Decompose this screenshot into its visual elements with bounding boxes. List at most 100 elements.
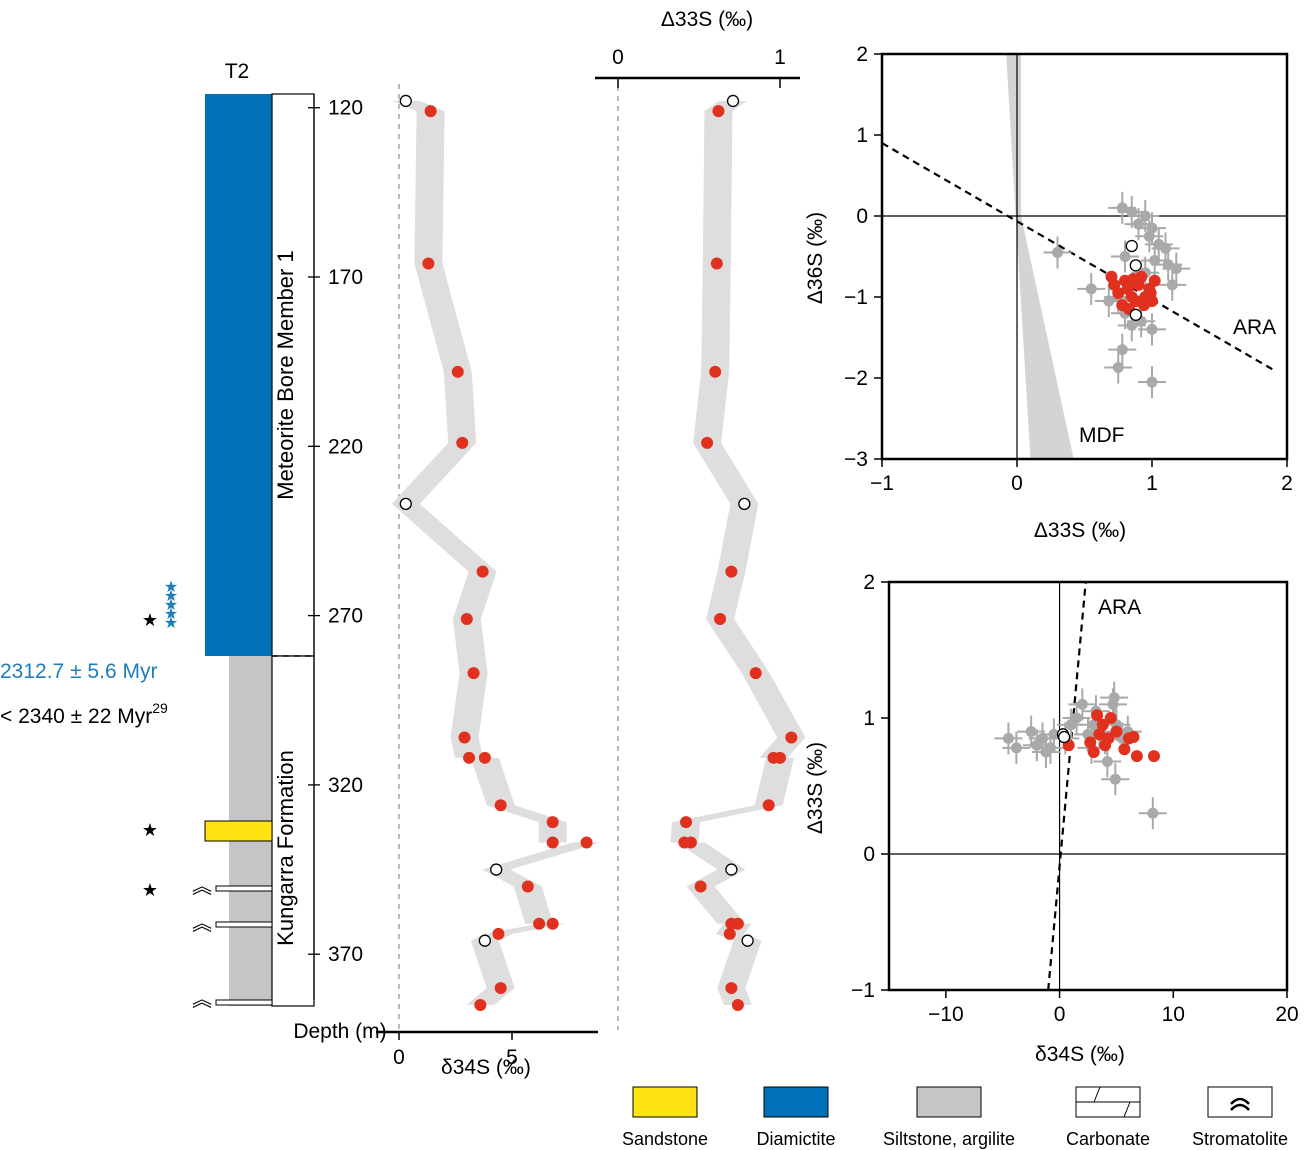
legend-swatch-diamictite — [763, 1086, 829, 1118]
data-point — [1129, 259, 1142, 272]
d34s-tick-label: 0 — [393, 1046, 405, 1069]
x-tick-label: −1 — [870, 472, 894, 495]
blue-star-icon: ★ — [164, 579, 178, 596]
plot-frame — [880, 52, 1289, 461]
blue-star-icon: ★ — [164, 597, 178, 614]
d34s-axis-label: δ34S (‰) — [441, 1056, 531, 1079]
data-point — [546, 836, 559, 849]
data-point — [694, 880, 707, 893]
data-point — [749, 667, 762, 680]
data-point — [774, 751, 786, 764]
depth-tick-label: 170 — [328, 266, 363, 289]
data-point — [1025, 726, 1037, 738]
data-point — [456, 436, 469, 449]
data-point — [785, 731, 798, 744]
plot2-x-label: δ34S (‰) — [1035, 1043, 1125, 1066]
data-point — [1110, 725, 1123, 738]
age-limit-text: < 2340 ± 22 Myr — [0, 705, 152, 728]
data-point — [467, 667, 480, 680]
data-point — [1116, 344, 1128, 356]
data-point — [1146, 376, 1158, 388]
data-point — [1071, 712, 1083, 724]
y-tick-label: 1 — [856, 124, 868, 147]
formation-label: Kungarra Formation — [273, 750, 298, 946]
depth-tick-label: 120 — [328, 97, 363, 120]
data-point — [680, 816, 693, 829]
data-point — [1076, 698, 1088, 710]
data-point — [1085, 283, 1097, 295]
data-point — [710, 257, 723, 270]
stromatolite-icon: ︽ — [192, 913, 212, 935]
data-point — [1112, 361, 1124, 373]
mdf-label: MDF — [1079, 424, 1125, 447]
data-point — [1126, 206, 1138, 218]
data-point — [725, 863, 738, 876]
stromatolite-icon: ︽ — [192, 876, 212, 898]
data-point — [1116, 202, 1128, 214]
data-point — [1139, 210, 1151, 222]
data-point — [492, 927, 505, 940]
data-point — [1084, 736, 1097, 749]
data-point — [546, 816, 559, 829]
data-point — [1040, 746, 1052, 758]
x-tick-label: −10 — [928, 1003, 964, 1026]
star-icon: ★ — [142, 880, 158, 900]
data-point — [684, 836, 697, 849]
data-point — [725, 982, 738, 995]
data-point — [451, 365, 464, 378]
uncertainty-envelope — [391, 100, 601, 1005]
x-tick-label: 10 — [1162, 1003, 1185, 1026]
data-point — [1118, 743, 1131, 756]
data-point — [580, 836, 593, 849]
y-tick-label: 1 — [863, 707, 875, 730]
data-point — [723, 927, 736, 940]
data-point — [1093, 728, 1106, 741]
data-point — [1133, 218, 1144, 230]
uncertainty-envelope — [670, 100, 806, 1005]
data-point — [474, 999, 487, 1011]
column-title: T2 — [225, 60, 250, 83]
data-point — [494, 799, 507, 812]
data-point — [1170, 263, 1182, 275]
ara-label: ARA — [1098, 596, 1141, 619]
data-point — [1146, 222, 1158, 234]
formation-label-box — [271, 655, 315, 1007]
d34s-depth-panel: 120 170 220 270 320 370 0 5 — [308, 84, 601, 1069]
data-point — [476, 565, 489, 578]
data-point — [741, 934, 754, 947]
mdf-wedge — [1006, 54, 1074, 459]
data-point — [1108, 692, 1120, 704]
data-point — [422, 257, 435, 270]
data-point — [738, 497, 751, 511]
depth-tick-label: 370 — [328, 943, 363, 966]
depth-tick-label: 320 — [328, 774, 363, 797]
data-point — [1137, 299, 1150, 312]
data-point — [1146, 323, 1158, 335]
data-point — [478, 751, 491, 764]
data-point — [762, 799, 775, 812]
d34s-tick-label: 5 — [506, 1046, 518, 1069]
y-tick-label: 2 — [863, 571, 875, 594]
data-point — [494, 982, 507, 995]
data-point — [1057, 730, 1071, 744]
data-point — [1166, 279, 1178, 291]
star-icon: ★ — [142, 610, 158, 630]
age-limit: < 2340 ± 22 Myr29 — [0, 700, 168, 728]
plot2-y-label: Δ33S (‰) — [804, 742, 827, 834]
stromatolite-icon: ︽ — [192, 989, 212, 1011]
data-point — [399, 497, 412, 511]
data-point — [1112, 286, 1125, 299]
data-point — [714, 612, 727, 625]
x-tick-label: 20 — [1275, 1003, 1298, 1026]
data-point — [1002, 732, 1014, 744]
y-tick-label: 0 — [863, 843, 875, 866]
legend-swatch-stromatolite — [1207, 1086, 1273, 1118]
plot1-x-label: Δ33S (‰) — [1034, 519, 1126, 542]
data-point — [709, 365, 722, 378]
data-point — [1125, 239, 1138, 253]
ara-line — [881, 142, 1275, 371]
data-point — [701, 436, 714, 449]
